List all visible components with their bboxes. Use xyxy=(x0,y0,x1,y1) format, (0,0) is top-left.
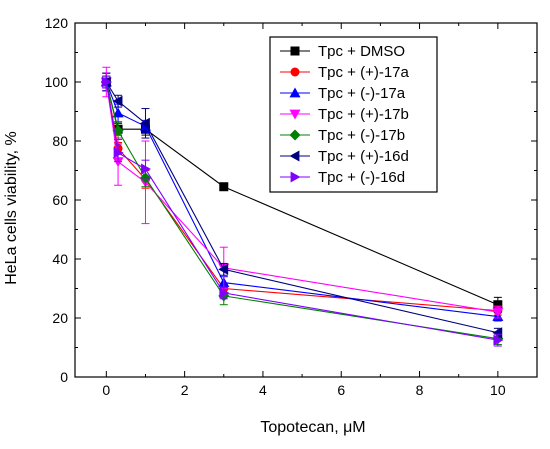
x-tick-label: 0 xyxy=(102,382,110,398)
data-point xyxy=(492,327,503,339)
y-tick-label: 100 xyxy=(45,74,69,90)
data-point xyxy=(219,182,229,192)
y-tick-label: 60 xyxy=(52,192,68,208)
legend-marker xyxy=(289,150,300,162)
legend-label: Tpc + (+)-17b xyxy=(318,106,409,123)
series-7 xyxy=(101,75,504,347)
x-tick-label: 10 xyxy=(490,382,506,398)
x-tick-label: 4 xyxy=(259,382,267,398)
y-axis-title: HeLa cells viability, % xyxy=(3,131,20,285)
data-point xyxy=(492,307,504,318)
axis-ticks xyxy=(75,22,537,378)
data-point xyxy=(101,76,112,88)
legend-item: Tpc + (-)-16d xyxy=(280,169,405,186)
legend-label: Tpc + (+)-16d xyxy=(318,148,409,165)
data-point xyxy=(493,300,503,310)
legend-marker xyxy=(289,109,301,120)
legend-marker xyxy=(290,171,301,183)
data-point xyxy=(112,107,124,118)
legend-item: Tpc + (-)-17a xyxy=(280,85,406,102)
data-point xyxy=(219,287,230,299)
legend-item: Tpc + DMSO xyxy=(280,43,405,60)
x-tick-labels: 0 2 4 6 8 10 xyxy=(102,382,505,398)
legend: Tpc + DMSO Tpc + (+)-17a Tpc + (-)-17a Tpc … xyxy=(269,36,438,193)
legend-marker xyxy=(290,46,300,56)
x-tick-label: 2 xyxy=(181,382,189,398)
y-tick-labels: 0 20 40 60 80 100 120 xyxy=(45,15,69,385)
y-tick-label: 20 xyxy=(52,310,68,326)
legend-item: Tpc + (+)-17b xyxy=(280,106,409,123)
data-point xyxy=(112,95,123,107)
legend-marker xyxy=(290,67,300,77)
legend-label: Tpc + (+)-17a xyxy=(318,64,410,81)
legend-label: Tpc + (-)-17a xyxy=(318,85,406,102)
legend-item: Tpc + (+)-16d xyxy=(280,148,409,165)
legend-label: Tpc + (-)-16d xyxy=(318,169,405,186)
y-tick-label: 80 xyxy=(52,133,68,149)
data-point xyxy=(493,334,504,346)
x-tick-label: 8 xyxy=(416,382,424,398)
series-layer xyxy=(100,66,504,347)
legend-label: Tpc + (-)-17b xyxy=(318,127,405,144)
data-point xyxy=(139,117,150,129)
legend-marker xyxy=(289,87,301,98)
data-point xyxy=(218,263,229,275)
legend-label: Tpc + DMSO xyxy=(318,43,405,60)
data-point xyxy=(113,147,124,159)
y-tick-label: 0 xyxy=(60,369,68,385)
legend-item: Tpc + (-)-17b xyxy=(280,127,405,144)
x-tick-label: 6 xyxy=(337,382,345,398)
legend-marker xyxy=(289,129,301,141)
legend-item: Tpc + (+)-17a xyxy=(280,64,410,81)
y-tick-label: 120 xyxy=(45,15,69,31)
data-point xyxy=(112,157,124,168)
y-tick-label: 40 xyxy=(52,251,68,267)
data-point xyxy=(141,163,151,175)
x-axis-title: Topotecan, μM xyxy=(260,419,365,436)
